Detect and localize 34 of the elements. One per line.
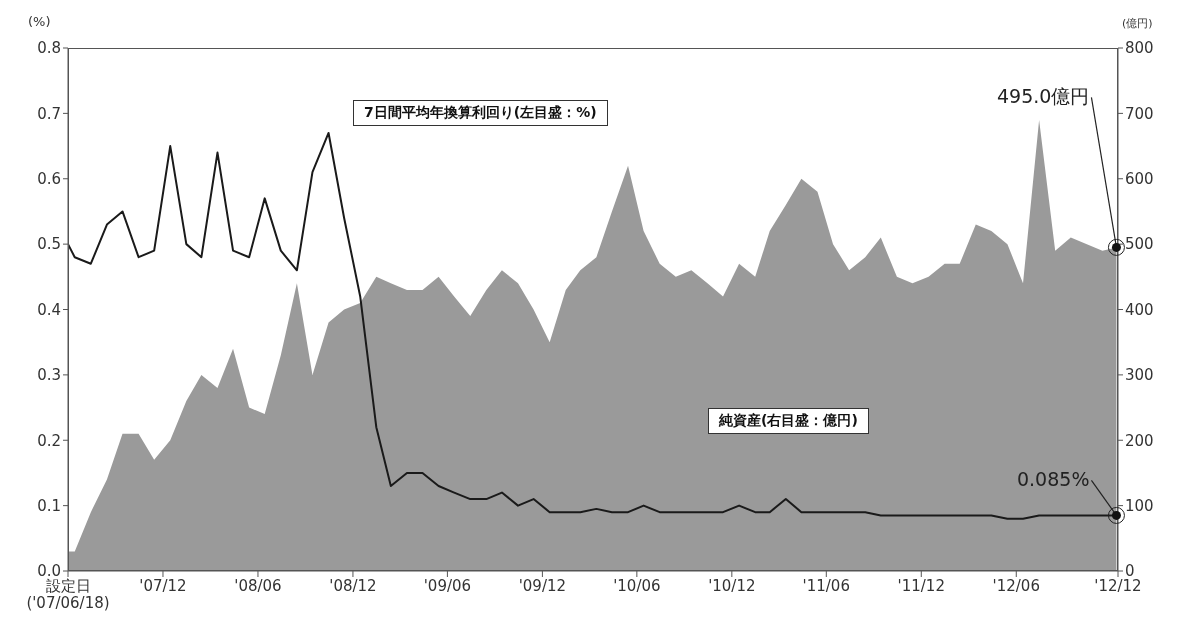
x-tick-label: '08/12 xyxy=(329,577,377,595)
y2-tick-label: 700 xyxy=(1125,104,1154,123)
x-tick-label: '12/06 xyxy=(992,577,1040,595)
y-tick-label: 0.8 xyxy=(37,39,61,58)
y2-axis-title: (億円) xyxy=(1122,16,1153,31)
x-tick-label: '09/06 xyxy=(423,577,472,595)
x-tick-label: 設定日 ('07/06/18) xyxy=(26,577,110,612)
text: 7日間平均年換算利回り(左目盛：%) xyxy=(353,100,608,126)
data-label: 495.0億円 xyxy=(997,85,1090,108)
x-tick-label: '11/06 xyxy=(802,577,850,595)
y2-tick-label: 600 xyxy=(1125,170,1154,189)
y-tick-label: 0.6 xyxy=(37,170,61,189)
x-tick-label: '11/12 xyxy=(897,577,945,595)
series-label: 純資産(右目盛：億円) xyxy=(708,408,869,434)
data-label: 0.085% xyxy=(1016,468,1090,491)
x-tick-label: '10/06 xyxy=(613,577,661,595)
y-tick-label: 0.2 xyxy=(37,431,61,450)
y2-tick-label: 200 xyxy=(1125,431,1154,450)
y2-tick-label: 500 xyxy=(1125,235,1154,254)
y2-tick-label: 300 xyxy=(1125,366,1154,385)
x-tick-label: '10/12 xyxy=(708,577,756,595)
y-tick-label: 0.4 xyxy=(37,300,61,319)
y-axis-title: (%) xyxy=(28,14,51,29)
y-tick-label: 0.7 xyxy=(37,104,61,123)
x-tick-label: '08/06 xyxy=(234,577,282,595)
y-tick-label: 0.3 xyxy=(37,366,61,385)
x-tick-label: '12/12 xyxy=(1094,577,1142,595)
y2-tick-label: 800 xyxy=(1125,39,1154,58)
y-tick-label: 0.5 xyxy=(37,235,61,254)
x-tick-label: '09/12 xyxy=(518,577,567,595)
x-tick-label: '07/12 xyxy=(139,577,187,595)
y2-tick-label: 100 xyxy=(1125,496,1154,515)
y2-tick-label: 400 xyxy=(1125,300,1154,319)
y-tick-label: 0.1 xyxy=(37,496,61,515)
